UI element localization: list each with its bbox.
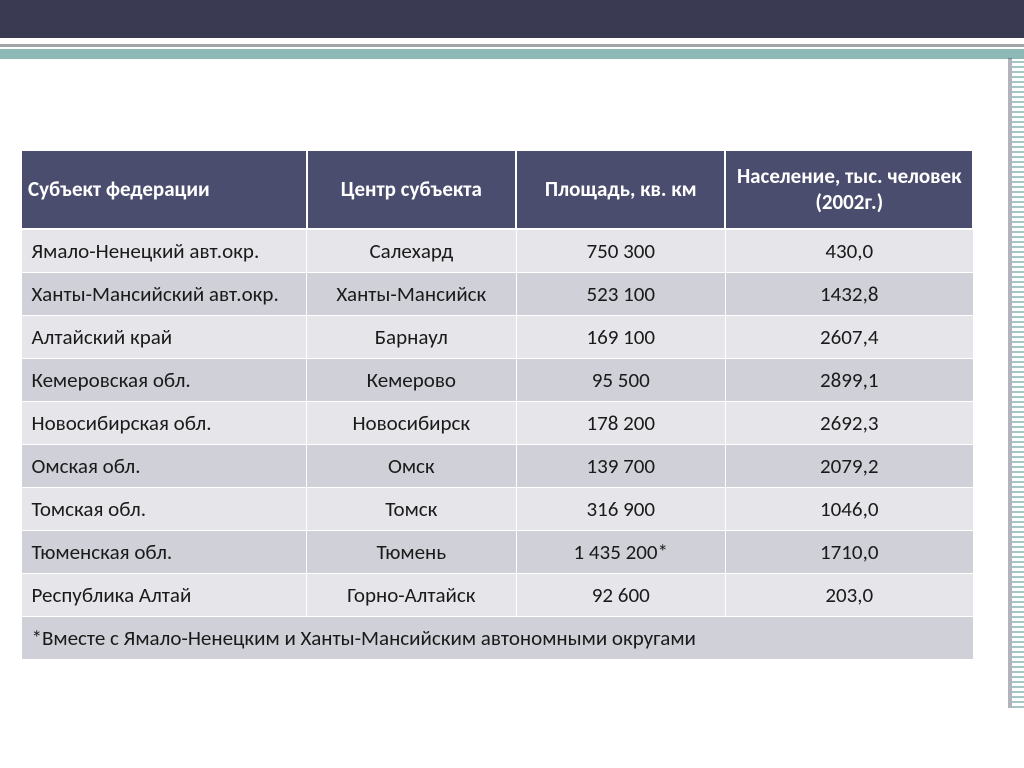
cell-population: 2899,1 bbox=[725, 358, 973, 401]
cell-center: Омск bbox=[307, 444, 516, 487]
cell-center: Томск bbox=[307, 487, 516, 530]
cell-center: Горно-Алтайск bbox=[307, 573, 516, 616]
cell-population: 2079,2 bbox=[725, 444, 973, 487]
col-header-population: Население, тыс. человек (2002г.) bbox=[725, 150, 973, 229]
slide-right-accent bbox=[1012, 58, 1024, 708]
cell-population: 1710,0 bbox=[725, 530, 973, 573]
table-row: Томская обл. Томск 316 900 1046,0 bbox=[21, 487, 973, 530]
table-row: Омская обл. Омск 139 700 2079,2 bbox=[21, 444, 973, 487]
cell-center: Тюмень bbox=[307, 530, 516, 573]
table-container: Субъект федерации Центр субъекта Площадь… bbox=[20, 149, 974, 660]
cell-subject: Республика Алтай bbox=[21, 573, 307, 616]
col-header-area: Площадь, кв. км bbox=[516, 150, 725, 229]
cell-area: 523 100 bbox=[516, 272, 725, 315]
cell-area: 178 200 bbox=[516, 401, 725, 444]
cell-area: 139 700 bbox=[516, 444, 725, 487]
table-row: Новосибирская обл. Новосибирск 178 200 2… bbox=[21, 401, 973, 444]
cell-subject: Ханты-Мансийский авт.окр. bbox=[21, 272, 307, 315]
cell-population: 1432,8 bbox=[725, 272, 973, 315]
table-row: Алтайский край Барнаул 169 100 2607,4 bbox=[21, 315, 973, 358]
cell-population: 430,0 bbox=[725, 229, 973, 273]
cell-center: Новосибирск bbox=[307, 401, 516, 444]
col-header-subject: Субъект федерации bbox=[21, 150, 307, 229]
cell-population: 2692,3 bbox=[725, 401, 973, 444]
table-row: Республика Алтай Горно-Алтайск 92 600 20… bbox=[21, 573, 973, 616]
cell-center: Барнаул bbox=[307, 315, 516, 358]
cell-subject: Алтайский край bbox=[21, 315, 307, 358]
slide-top-line bbox=[0, 44, 1024, 47]
cell-area: 169 100 bbox=[516, 315, 725, 358]
table-row: Кемеровская обл. Кемерово 95 500 2899,1 bbox=[21, 358, 973, 401]
cell-area: 95 500 bbox=[516, 358, 725, 401]
cell-population: 2607,4 bbox=[725, 315, 973, 358]
cell-population: 203,0 bbox=[725, 573, 973, 616]
cell-area: 316 900 bbox=[516, 487, 725, 530]
cell-area: 1 435 200* bbox=[516, 530, 725, 573]
cell-population: 1046,0 bbox=[725, 487, 973, 530]
cell-subject: Тюменская обл. bbox=[21, 530, 307, 573]
footnote-text: *Вместе с Ямало-Ненецким и Ханты-Мансийс… bbox=[21, 616, 973, 659]
table-body: Ямало-Ненецкий авт.окр. Салехард 750 300… bbox=[21, 229, 973, 660]
table-row: Тюменская обл. Тюмень 1 435 200* 1710,0 bbox=[21, 530, 973, 573]
regions-table: Субъект федерации Центр субъекта Площадь… bbox=[20, 149, 974, 660]
cell-area: 92 600 bbox=[516, 573, 725, 616]
slide-top-teal bbox=[0, 49, 1024, 59]
cell-subject: Кемеровская обл. bbox=[21, 358, 307, 401]
cell-center: Ханты-Мансийск bbox=[307, 272, 516, 315]
cell-subject: Томская обл. bbox=[21, 487, 307, 530]
table-row: Ханты-Мансийский авт.окр. Ханты-Мансийск… bbox=[21, 272, 973, 315]
table-row: Ямало-Ненецкий авт.окр. Салехард 750 300… bbox=[21, 229, 973, 273]
cell-subject: Новосибирская обл. bbox=[21, 401, 307, 444]
cell-subject: Ямало-Ненецкий авт.окр. bbox=[21, 229, 307, 273]
slide-top-band bbox=[0, 0, 1024, 38]
cell-center: Кемерово bbox=[307, 358, 516, 401]
cell-center: Салехард bbox=[307, 229, 516, 273]
table-footnote-row: *Вместе с Ямало-Ненецким и Ханты-Мансийс… bbox=[21, 616, 973, 659]
table-header: Субъект федерации Центр субъекта Площадь… bbox=[21, 150, 973, 229]
cell-subject: Омская обл. bbox=[21, 444, 307, 487]
col-header-center: Центр субъекта bbox=[307, 150, 516, 229]
cell-area: 750 300 bbox=[516, 229, 725, 273]
